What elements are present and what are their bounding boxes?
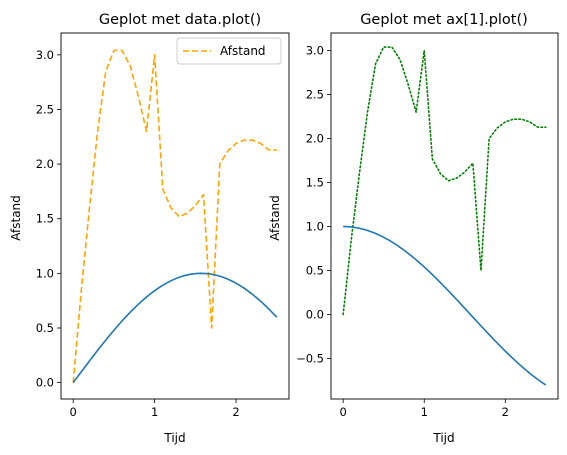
left-x-tick-label: 1 — [151, 405, 158, 419]
left-y-tick-label: 2.5 — [36, 102, 54, 116]
right-y-tick-label: 1.0 — [306, 220, 324, 234]
right-series-data-line — [342, 46, 547, 316]
right-y-tick-label: 1.5 — [306, 176, 324, 190]
right-y-tick-label: 0.0 — [306, 308, 324, 322]
right-subplot: Geplot met ax[1].plot() Tijd Afstand 0 1 2… — [268, 12, 559, 445]
legend-box — [176, 37, 282, 65]
legend: Afstand — [176, 37, 282, 65]
right-x-axis-label: Tijd — [432, 431, 454, 445]
right-ticks: 0 1 2 −0.5 0.0 0.5 1.0 1.5 2.0 2.5 3.0 — [296, 44, 509, 419]
left-y-tick-label: 0.0 — [36, 376, 54, 390]
right-x-tick-label: 1 — [421, 405, 428, 419]
left-series-curve-line — [72, 272, 278, 384]
left-axes-frame — [60, 32, 290, 400]
left-y-tick-label: 2.0 — [36, 157, 54, 171]
left-y-tick-label: 1.0 — [36, 266, 54, 280]
right-series-curve-line — [343, 225, 547, 386]
left-y-tick-label: 3.0 — [36, 48, 54, 62]
right-plot-lines — [342, 46, 547, 386]
right-chart-title: Geplot met ax[1].plot() — [360, 12, 528, 28]
left-x-tick-label: 0 — [70, 405, 77, 419]
right-y-tick-label: 2.0 — [306, 132, 324, 146]
legend-label-afstand: Afstand — [220, 44, 266, 58]
left-x-tick-label: 2 — [232, 405, 239, 419]
left-ticks: 0 1 2 0.0 0.5 1.0 1.5 2.0 2.5 3.0 — [36, 48, 240, 419]
right-y-tick-label: 0.5 — [306, 264, 324, 278]
left-plot-lines — [72, 49, 278, 384]
right-y-axis-label: Afstand — [268, 195, 282, 241]
right-x-tick-label: 0 — [339, 405, 346, 419]
left-subplot: Geplot met data.plot() Tijd Afstand 0 1 20… — [9, 12, 290, 445]
left-y-tick-label: 0.5 — [36, 321, 54, 335]
right-y-tick-label: 2.5 — [306, 88, 324, 102]
left-y-tick-label: 1.5 — [36, 212, 54, 226]
left-series-data-line — [72, 49, 277, 383]
left-y-axis-label: Afstand — [9, 195, 23, 241]
left-x-axis-label: Tijd — [163, 431, 185, 445]
left-chart-title: Geplot met data.plot() — [99, 12, 261, 28]
right-y-tick-label: −0.5 — [296, 352, 324, 366]
right-axes-frame — [330, 32, 559, 400]
right-y-tick-label: 3.0 — [306, 44, 324, 58]
right-x-tick-label: 2 — [502, 405, 509, 419]
